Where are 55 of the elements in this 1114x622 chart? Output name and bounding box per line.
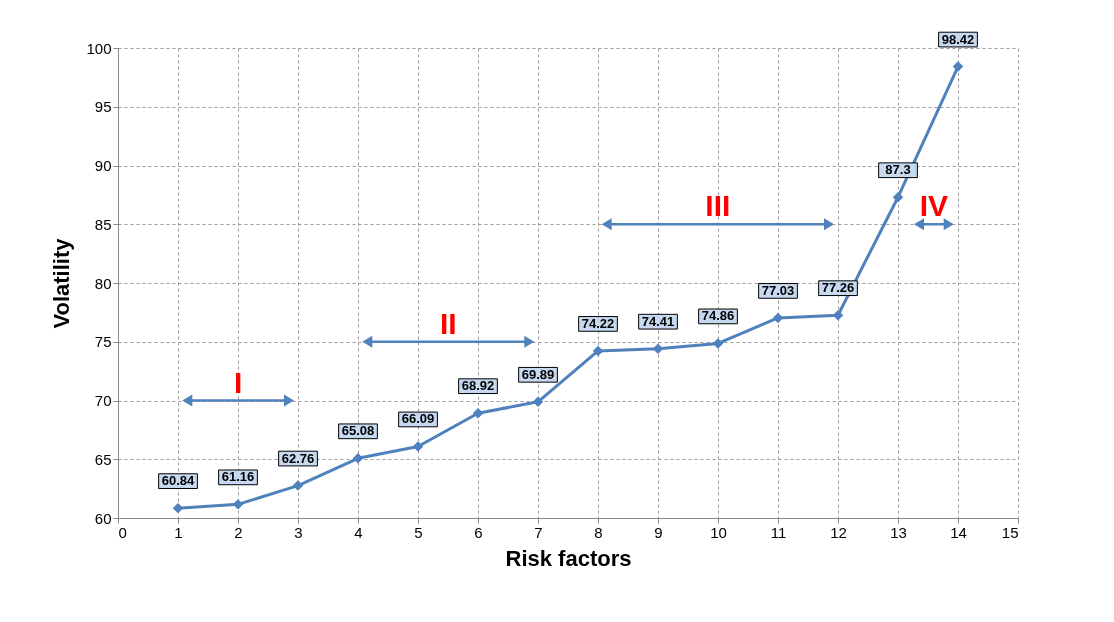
point — [532, 396, 544, 408]
y-tick-label: 65 — [94, 450, 112, 468]
x-tick-label: 10 — [710, 523, 727, 541]
point — [952, 61, 964, 72]
x-axis-title: Risk factors — [505, 545, 632, 571]
y-tick-label: 80 — [94, 274, 112, 292]
data-label: 62.76 — [281, 450, 315, 466]
data-label: 74.22 — [581, 315, 615, 331]
data-label: 66.09 — [401, 411, 435, 427]
x-tick-label: 7 — [534, 523, 543, 541]
data-label: 77.03 — [761, 282, 795, 298]
y-tick-label: 70 — [94, 392, 112, 409]
x-tick-label: 13 — [890, 523, 907, 541]
y-tick-label: 60 — [94, 509, 112, 527]
point — [892, 191, 904, 203]
y-tick-label: 100 — [86, 39, 112, 57]
data-label: 69.89 — [521, 366, 555, 382]
data-label: 98.42 — [941, 31, 975, 47]
point — [292, 480, 304, 491]
x-tick-label: 6 — [474, 523, 483, 541]
y-tick-label: 95 — [94, 98, 112, 116]
y-tick-label: 75 — [94, 333, 112, 351]
y-axis-title: Volatility — [49, 237, 75, 329]
x-tick-label: 0 — [118, 523, 127, 541]
data-label: 65.08 — [341, 423, 375, 439]
x-tick-label: 1 — [174, 523, 183, 541]
point — [712, 338, 724, 349]
point — [412, 441, 424, 452]
data-label: 74.41 — [641, 313, 675, 329]
x-tick-label: 11 — [770, 523, 787, 541]
point — [352, 453, 364, 464]
point — [652, 343, 664, 354]
data-label: 68.92 — [461, 378, 495, 394]
x-tick-label: 3 — [294, 523, 303, 541]
data-label: 87.3 — [885, 162, 911, 178]
x-tick-label: 4 — [354, 523, 363, 541]
x-tick-label: 15 — [1001, 523, 1019, 541]
point — [172, 502, 184, 514]
annotation: II — [439, 306, 457, 340]
data-label: 61.16 — [221, 469, 255, 485]
data-label: 77.26 — [821, 280, 855, 296]
x-tick-label: 9 — [654, 523, 663, 541]
data-label: 74.86 — [701, 308, 735, 324]
x-tick-label: 5 — [414, 523, 423, 541]
x-tick-label: 8 — [594, 523, 603, 541]
annotation: III — [705, 189, 731, 223]
x-tick-label: 2 — [234, 523, 243, 541]
x-tick-label: 14 — [950, 523, 967, 541]
y-tick-label: 90 — [94, 157, 112, 174]
point — [472, 407, 484, 419]
annotation: I — [233, 365, 243, 399]
annotation: IV — [919, 189, 949, 223]
y-tick-label: 85 — [94, 215, 112, 233]
x-tick-label: 12 — [830, 523, 847, 541]
data-label: 60.84 — [161, 473, 196, 489]
